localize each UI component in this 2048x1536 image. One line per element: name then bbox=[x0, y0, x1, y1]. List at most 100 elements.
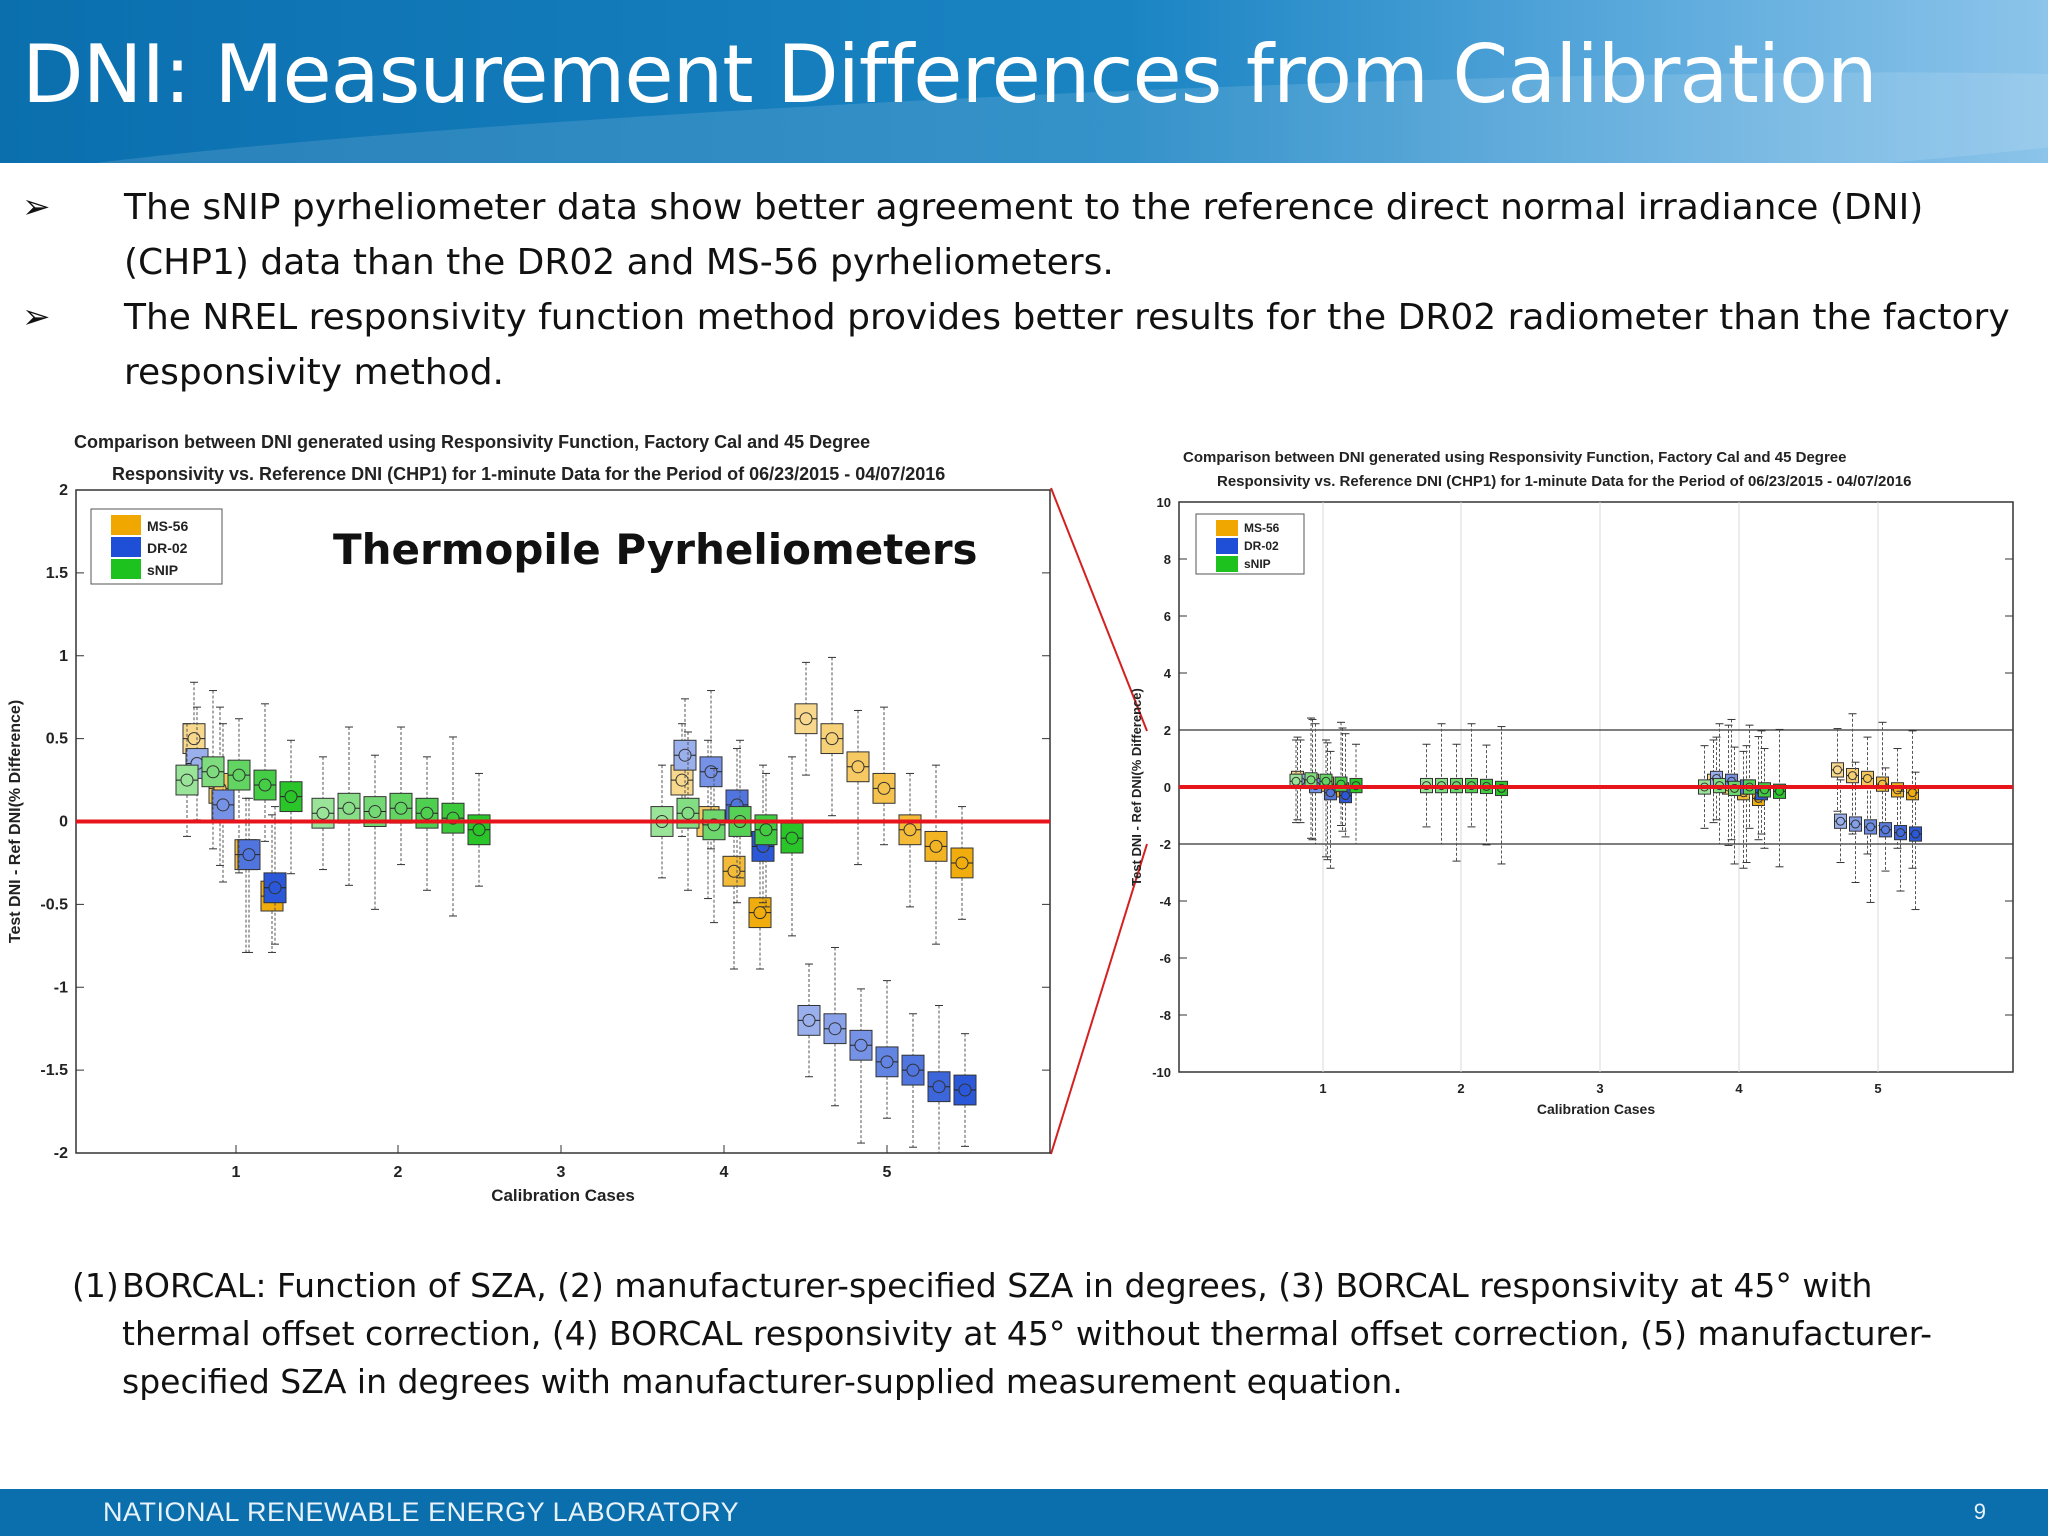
box-mean-marker bbox=[1321, 776, 1331, 786]
box-mean-marker bbox=[216, 798, 230, 812]
box-mean-marker bbox=[316, 806, 330, 820]
box-mean-marker bbox=[206, 765, 220, 779]
box-mean-marker bbox=[851, 760, 865, 774]
footnote: (1) BORCAL: Function of SZA, (2) manufac… bbox=[72, 1262, 1992, 1406]
box-mean-marker bbox=[955, 856, 969, 870]
footer-bar: NATIONAL RENEWABLE ENERGY LABORATORY 9 bbox=[0, 1489, 2048, 1536]
legend-swatch-ms-56 bbox=[111, 515, 141, 535]
box-mean-marker bbox=[799, 712, 813, 726]
bullet-item: ➢ The sNIP pyrheliometer data show bette… bbox=[22, 180, 2012, 290]
y-tick-label: 2 bbox=[59, 482, 68, 499]
box-mean-marker bbox=[785, 831, 799, 845]
box-mean-marker bbox=[420, 806, 434, 820]
box-mean-marker bbox=[854, 1038, 868, 1052]
box-mean-marker bbox=[1881, 825, 1890, 835]
box-mean-marker bbox=[258, 778, 272, 792]
box-mean-marker bbox=[368, 805, 382, 819]
box-mean-marker bbox=[825, 732, 839, 746]
x-tick-label: 5 bbox=[883, 1164, 892, 1181]
legend-box bbox=[1195, 513, 1305, 575]
zoom-connector-upper bbox=[1050, 487, 1148, 732]
legend-label: DR-02 bbox=[147, 540, 188, 556]
box-mean-marker bbox=[1341, 791, 1350, 801]
box-mean-marker bbox=[342, 801, 356, 815]
y-tick-label: -10 bbox=[1152, 1065, 1171, 1080]
footnote-text: BORCAL: Function of SZA, (2) manufacture… bbox=[122, 1266, 1933, 1401]
y-tick-label: -0.5 bbox=[40, 896, 68, 913]
legend-swatch-ms-56 bbox=[1216, 520, 1238, 536]
box-mean-marker bbox=[1896, 828, 1905, 838]
box-mean-marker bbox=[1863, 773, 1872, 783]
x-tick-label: 3 bbox=[1596, 1081, 1603, 1096]
box-mean-marker bbox=[802, 1013, 816, 1027]
box-mean-marker bbox=[472, 823, 486, 837]
box-mean-marker bbox=[1911, 829, 1920, 839]
box-mean-marker bbox=[1291, 776, 1301, 786]
chart-annotation: Thermopile Pyrheliometers bbox=[333, 525, 978, 574]
box-mean-marker bbox=[284, 790, 298, 804]
x-tick-label: 4 bbox=[1735, 1081, 1743, 1096]
box-mean-marker bbox=[1848, 771, 1857, 781]
box-mean-marker bbox=[187, 732, 201, 746]
legend-swatch-dr-02 bbox=[1216, 538, 1238, 554]
box-mean-marker bbox=[232, 768, 246, 782]
box-mean-marker bbox=[1306, 775, 1316, 785]
y-tick-label: 0.5 bbox=[46, 731, 68, 748]
box-mean-marker bbox=[675, 773, 689, 787]
box-mean-marker bbox=[903, 823, 917, 837]
y-tick-label: 8 bbox=[1164, 552, 1171, 567]
arrow-bullet-icon: ➢ bbox=[22, 297, 51, 337]
legend-swatch-dr-02 bbox=[111, 537, 141, 557]
legend-swatch-snip bbox=[111, 559, 141, 579]
x-tick-label: 5 bbox=[1874, 1081, 1881, 1096]
box-mean-marker bbox=[906, 1063, 920, 1077]
y-tick-label: 1.5 bbox=[46, 565, 68, 582]
legend-label: sNIP bbox=[1244, 557, 1271, 571]
box-mean-marker bbox=[1866, 822, 1875, 832]
footnote-number: (1) bbox=[72, 1266, 119, 1305]
x-tick-label: 2 bbox=[1457, 1081, 1464, 1096]
y-tick-label: 10 bbox=[1157, 495, 1171, 510]
title-bar: DNI: Measurement Differences from Calibr… bbox=[0, 0, 2048, 163]
arrow-bullet-icon: ➢ bbox=[22, 187, 51, 227]
zoom-connector-lower bbox=[1050, 843, 1148, 1155]
y-tick-label: 0 bbox=[59, 814, 68, 831]
box-mean-marker bbox=[242, 848, 256, 862]
chart-title-line2: Responsivity vs. Reference DNI (CHP1) fo… bbox=[112, 464, 945, 484]
y-tick-label: 2 bbox=[1164, 723, 1171, 738]
bullet-list: ➢ The sNIP pyrheliometer data show bette… bbox=[22, 180, 2012, 400]
y-tick-label: 4 bbox=[1164, 666, 1172, 681]
box-mean-marker bbox=[681, 806, 695, 820]
box-mean-marker bbox=[1833, 765, 1842, 775]
x-axis-label: Calibration Cases bbox=[491, 1186, 635, 1205]
box-mean-marker bbox=[828, 1022, 842, 1036]
chart-title-line2: Responsivity vs. Reference DNI (CHP1) fo… bbox=[1217, 473, 1911, 490]
page-number: 9 bbox=[1973, 1499, 1986, 1524]
chart-left: Comparison between DNI generated using R… bbox=[0, 420, 1090, 1220]
box-mean-marker bbox=[877, 781, 891, 795]
legend-swatch-snip bbox=[1216, 556, 1238, 572]
box-mean-marker bbox=[727, 864, 741, 878]
legend-label: MS-56 bbox=[147, 518, 188, 534]
y-axis-label: Test DNI - Ref DNI(% Difference) bbox=[1129, 688, 1144, 886]
legend-label: sNIP bbox=[147, 562, 178, 578]
box-mean-marker bbox=[880, 1055, 894, 1069]
x-axis-label: Calibration Cases bbox=[1537, 1101, 1655, 1117]
footer-organization: NATIONAL RENEWABLE ENERGY LABORATORY bbox=[103, 1497, 740, 1527]
x-tick-label: 4 bbox=[720, 1164, 729, 1181]
box-mean-marker bbox=[1851, 819, 1860, 829]
chart-title-line1: Comparison between DNI generated using R… bbox=[1183, 449, 1846, 466]
chart-title-line1: Comparison between DNI generated using R… bbox=[74, 432, 870, 452]
y-tick-label: 0 bbox=[1164, 780, 1171, 795]
y-tick-label: -6 bbox=[1159, 951, 1171, 966]
slide-title: DNI: Measurement Differences from Calibr… bbox=[22, 28, 1878, 121]
bullet-text: The sNIP pyrheliometer data show better … bbox=[124, 187, 1924, 283]
y-tick-label: -1 bbox=[54, 979, 68, 996]
x-tick-label: 1 bbox=[232, 1164, 241, 1181]
y-tick-label: -8 bbox=[1159, 1008, 1171, 1023]
box-mean-marker bbox=[1836, 816, 1845, 826]
box-mean-marker bbox=[1326, 788, 1335, 798]
y-tick-label: -1.5 bbox=[40, 1062, 68, 1079]
box-mean-marker bbox=[958, 1083, 972, 1097]
